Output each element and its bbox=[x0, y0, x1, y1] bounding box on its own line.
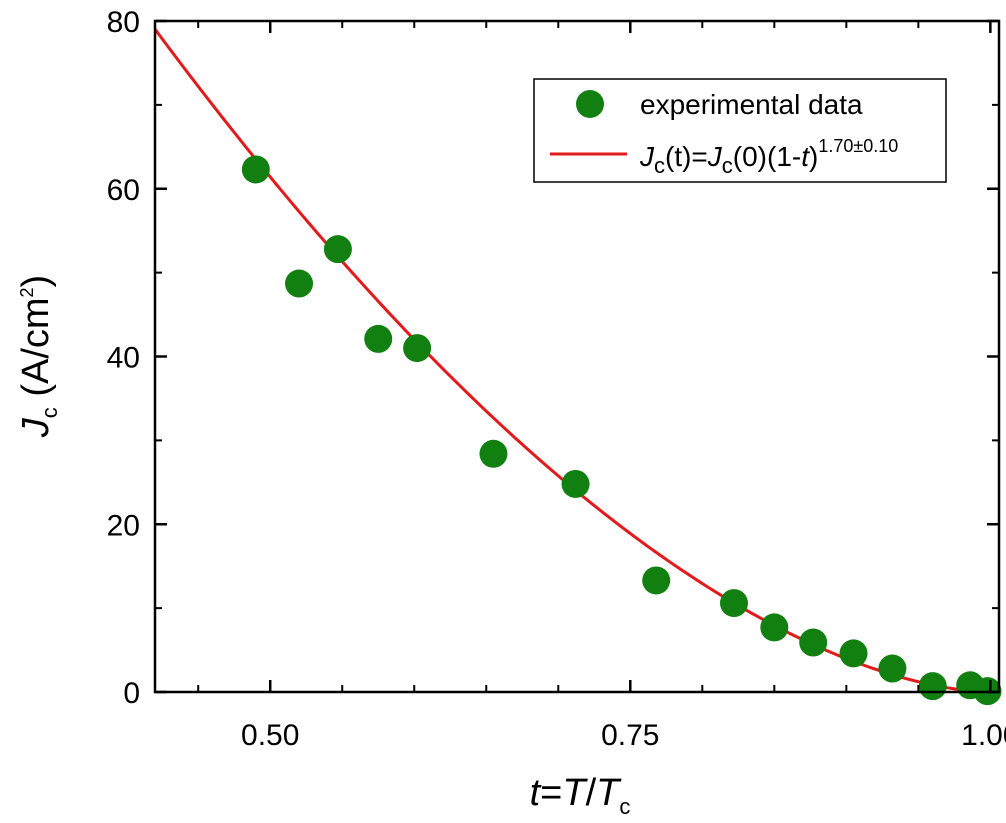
legend-fit-sub1: c bbox=[654, 153, 665, 178]
legend-fit-mid1: (t)= bbox=[665, 141, 708, 172]
points-layer bbox=[241, 155, 1002, 706]
y-axis-title: Jc (A/cm2) bbox=[15, 275, 62, 438]
ticks-layer bbox=[155, 19, 999, 694]
data-point bbox=[561, 469, 590, 498]
x-axis-title-eq: = bbox=[540, 772, 562, 814]
data-point bbox=[364, 324, 393, 353]
data-point bbox=[285, 269, 314, 298]
data-point bbox=[760, 613, 789, 642]
legend-fit-sub2: c bbox=[722, 153, 733, 178]
legend-fit-J1: J bbox=[639, 141, 655, 172]
legend-fit-J2: J bbox=[707, 141, 723, 172]
x-axis-title-T: T bbox=[562, 772, 588, 814]
legend-label-fit: Jc(t)=Jc(0)(1-t)1.70±0.10 bbox=[639, 136, 898, 178]
x-tick-label: 1.00 bbox=[961, 719, 1006, 752]
y-tick-label: 60 bbox=[107, 174, 140, 207]
legend: experimental data Jc(t)=Jc(0)(1-t)1.70±0… bbox=[533, 78, 947, 183]
y-tick-label: 80 bbox=[107, 6, 140, 39]
data-point bbox=[799, 628, 828, 657]
legend-box bbox=[533, 78, 947, 183]
y-axis-title-sup: 2 bbox=[17, 287, 37, 297]
x-axis-title-t: t bbox=[530, 772, 542, 814]
x-axis-title-slash: / bbox=[586, 772, 597, 814]
data-point bbox=[241, 155, 270, 184]
legend-fit-close: ) bbox=[809, 141, 818, 172]
data-point bbox=[323, 235, 352, 264]
y-tick-label: 40 bbox=[107, 342, 140, 375]
legend-fit-t: t bbox=[801, 141, 810, 172]
legend-fit-mid2: (0)(1- bbox=[733, 141, 801, 172]
x-axis-title-sub: c bbox=[619, 794, 630, 819]
legend-fit-exponent: 1.70±0.10 bbox=[818, 136, 898, 156]
legend-marker bbox=[576, 90, 604, 118]
data-point bbox=[403, 334, 432, 363]
data-point bbox=[878, 654, 907, 683]
data-point bbox=[642, 566, 671, 595]
tick-labels-layer: 0.50 0.75 1.00 0 20 40 60 80 bbox=[107, 6, 1006, 752]
y-axis-title-close: ) bbox=[15, 275, 57, 288]
legend-label-experimental: experimental data bbox=[640, 89, 863, 120]
data-point bbox=[918, 672, 947, 701]
y-tick-label: 0 bbox=[123, 677, 140, 710]
data-point bbox=[479, 439, 508, 468]
data-point bbox=[839, 639, 868, 668]
y-tick-label: 20 bbox=[107, 509, 140, 542]
x-tick-label: 0.50 bbox=[241, 719, 299, 752]
x-axis-title: t=T/Tc bbox=[530, 772, 631, 819]
x-tick-label: 0.75 bbox=[601, 719, 659, 752]
data-point bbox=[719, 589, 748, 618]
y-axis-title-text: (A/cm bbox=[15, 297, 57, 407]
y-axis-title-italic: J bbox=[15, 417, 57, 438]
x-axis-title-Tc: T bbox=[596, 772, 622, 814]
y-axis-title-sub: c bbox=[37, 407, 62, 418]
